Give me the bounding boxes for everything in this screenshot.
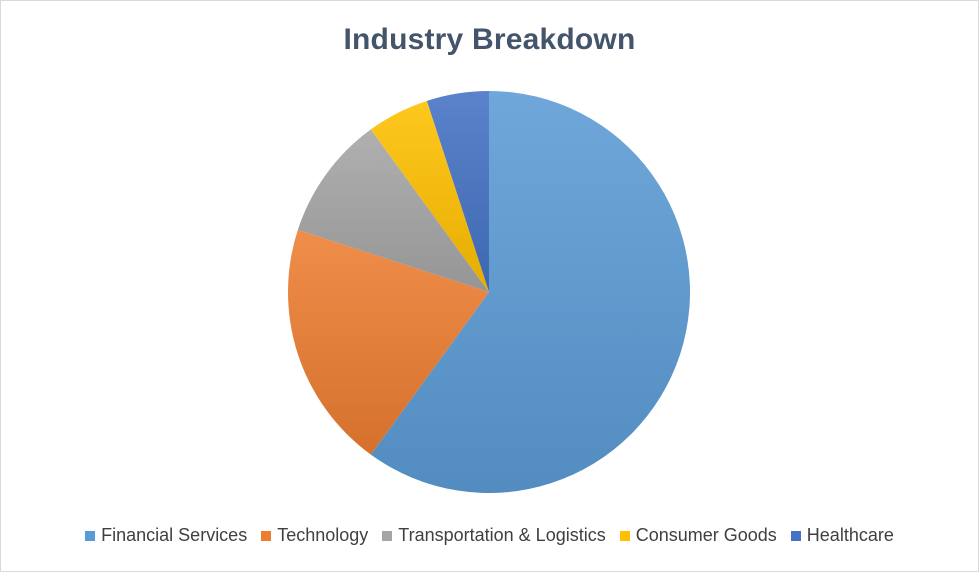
pie-slice-transportation-and-logistics	[297, 129, 489, 292]
pie-slice-healthcare	[426, 91, 489, 292]
legend-label: Technology	[277, 525, 369, 545]
chart-title: Industry Breakdown	[343, 23, 636, 56]
legend-swatch	[261, 530, 272, 541]
pie-slice-financial-services	[370, 91, 691, 494]
legend-item-healthcare: Healthcare	[790, 525, 894, 546]
pie-slices	[288, 91, 691, 494]
legend-item-technology: Technology	[261, 525, 368, 546]
legend-label: Transportation & Logistics	[398, 525, 606, 545]
legend-item-financial-services: Financial Services	[85, 525, 247, 546]
pie-slice-consumer-goods	[370, 100, 489, 292]
legend: Financial Services Technology Transportati…	[1, 525, 978, 546]
legend-label: Healthcare	[806, 525, 894, 545]
legend-swatch	[619, 530, 630, 541]
pie-slice-technology	[288, 229, 489, 455]
legend-label: Financial Services	[101, 525, 248, 545]
legend-item-consumer-goods: Consumer Goods	[619, 525, 777, 546]
legend-item-transportation-and-logistics: Transportation & Logistics	[382, 525, 606, 546]
legend-label: Consumer Goods	[635, 525, 777, 545]
legend-swatch	[382, 530, 393, 541]
legend-swatch	[790, 530, 801, 541]
legend-swatch	[85, 530, 96, 541]
